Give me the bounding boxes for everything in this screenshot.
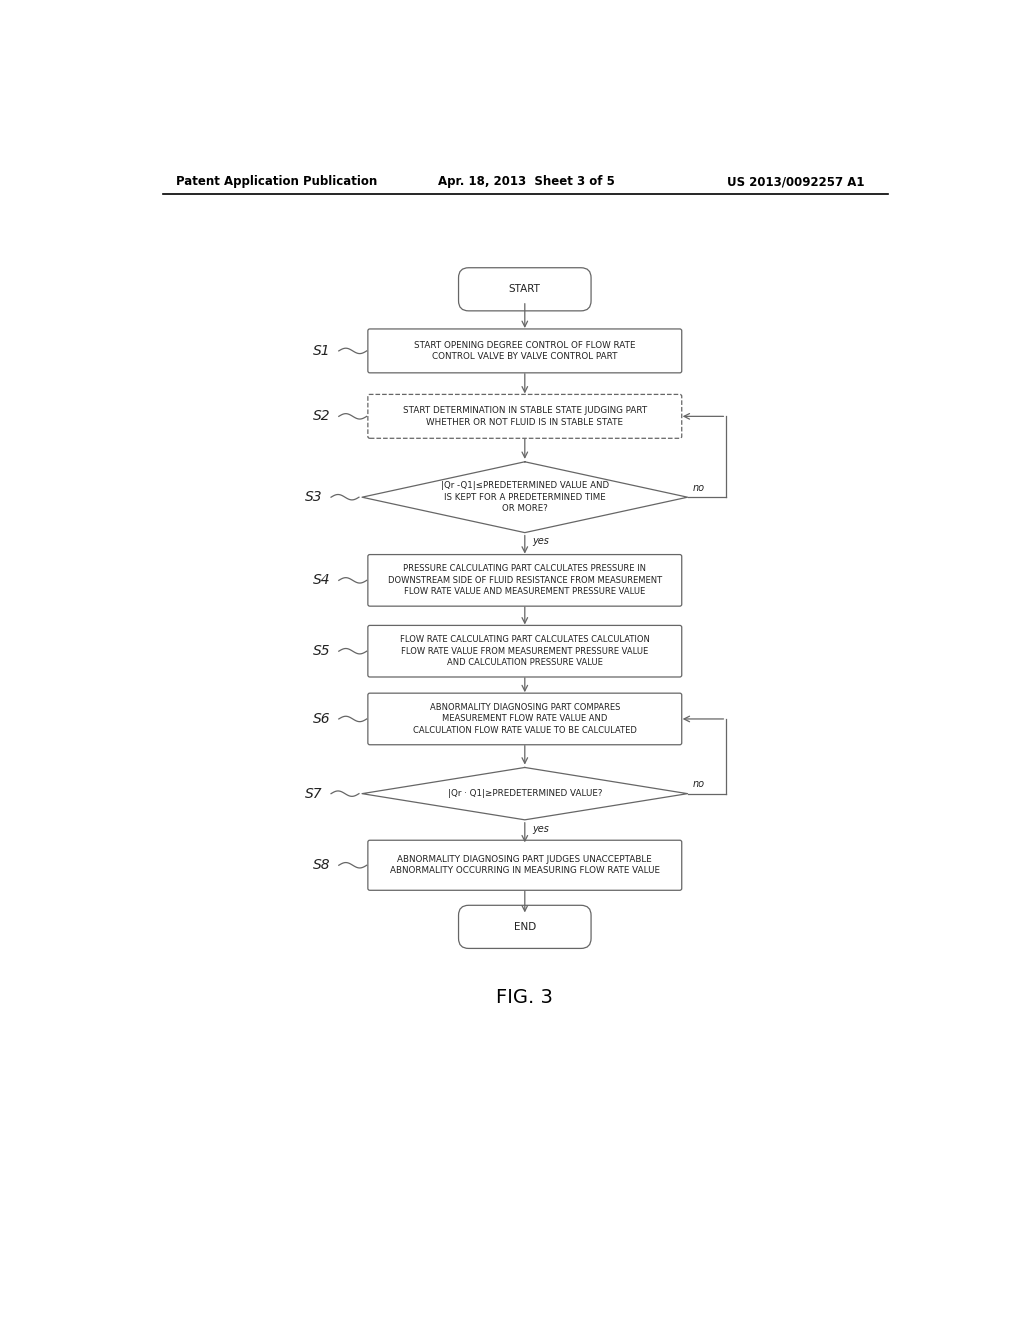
Text: S8: S8	[313, 858, 331, 873]
Text: START: START	[509, 284, 541, 294]
Text: ABNORMALITY DIAGNOSING PART COMPARES
MEASUREMENT FLOW RATE VALUE AND
CALCULATION: ABNORMALITY DIAGNOSING PART COMPARES MEA…	[413, 704, 637, 735]
Text: yes: yes	[532, 536, 550, 546]
Text: |Qr · Q1|≥PREDETERMINED VALUE?: |Qr · Q1|≥PREDETERMINED VALUE?	[447, 789, 602, 799]
Text: FLOW RATE CALCULATING PART CALCULATES CALCULATION
FLOW RATE VALUE FROM MEASUREME: FLOW RATE CALCULATING PART CALCULATES CA…	[399, 635, 650, 667]
Polygon shape	[362, 767, 687, 820]
Text: no: no	[692, 779, 705, 789]
Text: START DETERMINATION IN STABLE STATE JUDGING PART
WHETHER OR NOT FLUID IS IN STAB: START DETERMINATION IN STABLE STATE JUDG…	[402, 407, 647, 426]
Text: ABNORMALITY DIAGNOSING PART JUDGES UNACCEPTABLE
ABNORMALITY OCCURRING IN MEASURI: ABNORMALITY DIAGNOSING PART JUDGES UNACC…	[390, 855, 659, 875]
Text: S1: S1	[313, 345, 331, 358]
Text: yes: yes	[532, 824, 550, 834]
FancyBboxPatch shape	[459, 268, 591, 312]
Text: S3: S3	[305, 490, 323, 504]
Text: S4: S4	[313, 573, 331, 587]
Text: S6: S6	[313, 711, 331, 726]
Text: Patent Application Publication: Patent Application Publication	[176, 176, 377, 189]
Text: S5: S5	[313, 644, 331, 659]
Text: START OPENING DEGREE CONTROL OF FLOW RATE
CONTROL VALVE BY VALVE CONTROL PART: START OPENING DEGREE CONTROL OF FLOW RAT…	[414, 341, 636, 362]
FancyBboxPatch shape	[368, 554, 682, 606]
FancyBboxPatch shape	[368, 693, 682, 744]
Text: S2: S2	[313, 409, 331, 424]
Text: US 2013/0092257 A1: US 2013/0092257 A1	[727, 176, 864, 189]
FancyBboxPatch shape	[368, 329, 682, 372]
Text: PRESSURE CALCULATING PART CALCULATES PRESSURE IN
DOWNSTREAM SIDE OF FLUID RESIST: PRESSURE CALCULATING PART CALCULATES PRE…	[388, 565, 662, 597]
Text: no: no	[692, 483, 705, 492]
Text: S7: S7	[305, 787, 323, 801]
FancyBboxPatch shape	[368, 841, 682, 890]
Text: Apr. 18, 2013  Sheet 3 of 5: Apr. 18, 2013 Sheet 3 of 5	[438, 176, 614, 189]
FancyBboxPatch shape	[459, 906, 591, 948]
Text: FIG. 3: FIG. 3	[497, 989, 553, 1007]
Text: |Qr -Q1|≤PREDETERMINED VALUE AND
IS KEPT FOR A PREDETERMINED TIME
OR MORE?: |Qr -Q1|≤PREDETERMINED VALUE AND IS KEPT…	[440, 482, 609, 513]
FancyBboxPatch shape	[368, 395, 682, 438]
Text: END: END	[514, 921, 536, 932]
FancyBboxPatch shape	[368, 626, 682, 677]
Polygon shape	[362, 462, 687, 533]
